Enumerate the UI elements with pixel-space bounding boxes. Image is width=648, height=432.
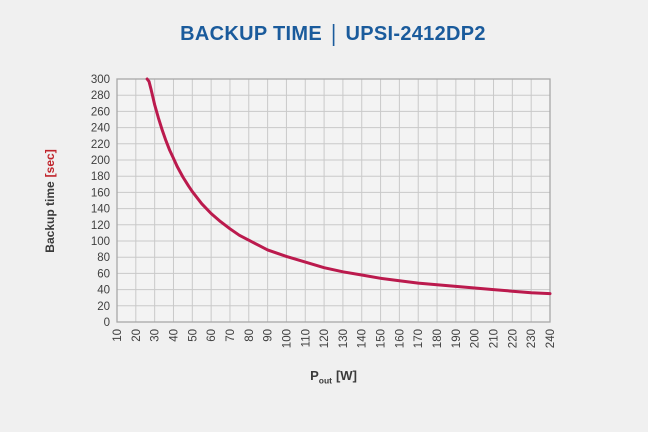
backup-time-curve (145, 77, 552, 296)
y-tick-label: 160 (91, 187, 110, 199)
x-axis-title-symbol: P (310, 368, 319, 383)
x-tick-label: 160 (394, 329, 406, 348)
x-tick-label: 140 (357, 329, 369, 348)
x-tick-label: 210 (489, 329, 501, 348)
y-axis-title-unit: [sec] (43, 149, 57, 178)
y-tick-label: 40 (97, 285, 110, 297)
x-tick-label: 150 (376, 329, 388, 348)
page-title: BACKUP TIME | UPSI-2412DP2 (18, 21, 648, 47)
x-tick-label: 80 (244, 329, 256, 342)
x-axis-title-subscript: out (318, 375, 332, 386)
x-tick-label: 90 (263, 329, 275, 342)
y-tick-label: 180 (91, 171, 110, 183)
x-tick-label: 120 (319, 329, 331, 348)
x-axis-title-unit: [W] (335, 368, 357, 383)
x-tick-label: 30 (150, 329, 162, 342)
x-tick-label: 180 (432, 329, 444, 348)
x-tick-label: 10 (112, 329, 124, 342)
x-tick-label: 40 (168, 329, 180, 342)
y-axis-title: Backup time [sec] (43, 149, 57, 252)
y-tick-label: 0 (104, 317, 110, 329)
x-tick-label: 60 (206, 329, 218, 342)
x-tick-label: 70 (225, 329, 237, 342)
y-tick-label: 220 (91, 139, 110, 151)
y-tick-label: 280 (91, 90, 110, 102)
x-tick-label: 110 (300, 329, 312, 347)
y-tick-label: 260 (91, 106, 110, 118)
x-tick-label: 130 (338, 329, 350, 348)
y-tick-label: 200 (91, 155, 110, 167)
x-tick-label: 170 (413, 329, 425, 348)
title-product-type: BACKUP TIME (180, 23, 322, 45)
plot-frame (116, 78, 551, 323)
y-axis-title-text: Backup time (43, 181, 57, 253)
plot-area (117, 79, 550, 322)
y-tick-label: 100 (91, 236, 110, 248)
x-tick-label: 220 (507, 329, 519, 348)
x-tick-label: 50 (187, 329, 199, 342)
y-tick-label: 240 (91, 123, 110, 135)
y-tick-label: 120 (91, 220, 110, 232)
y-tick-label: 140 (91, 204, 110, 216)
title-model: UPSI-2412DP2 (345, 23, 486, 45)
title-separator: | (330, 21, 337, 47)
x-tick-label: 230 (526, 329, 538, 348)
y-tick-label: 20 (97, 301, 110, 313)
x-tick-label: 190 (451, 329, 463, 348)
x-tick-label: 240 (545, 329, 557, 348)
x-tick-label: 200 (470, 329, 482, 348)
x-tick-label: 20 (131, 329, 143, 342)
y-tick-label: 60 (97, 268, 110, 280)
y-tick-label: 80 (97, 252, 110, 264)
y-tick-label: 300 (91, 74, 110, 86)
x-axis-title: Pout [W] (117, 368, 550, 386)
x-tick-label: 100 (281, 329, 293, 348)
